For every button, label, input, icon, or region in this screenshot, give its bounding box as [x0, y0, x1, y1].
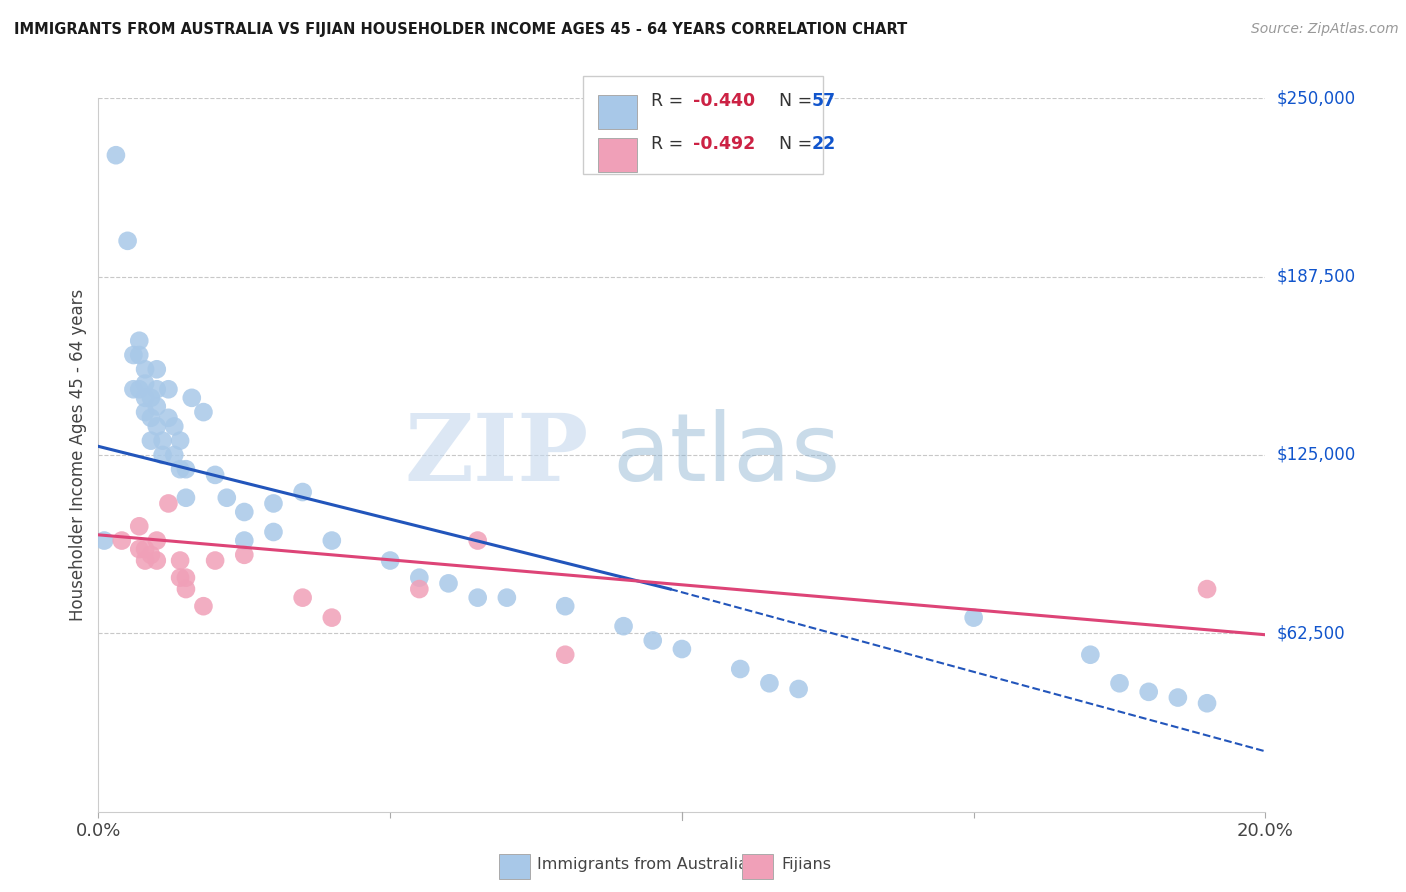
Text: atlas: atlas	[612, 409, 841, 501]
Point	[157, 496, 180, 510]
Point	[134, 376, 156, 391]
Point	[128, 542, 150, 557]
Point	[139, 434, 162, 448]
Point	[146, 382, 169, 396]
Point	[262, 496, 284, 510]
Point	[758, 676, 780, 690]
Point	[233, 505, 256, 519]
Point	[134, 362, 156, 376]
Point	[962, 610, 984, 624]
Text: ZIP: ZIP	[405, 410, 589, 500]
Point	[146, 362, 169, 376]
Point	[146, 553, 169, 567]
Point	[128, 382, 150, 396]
Point	[408, 571, 430, 585]
Point	[1167, 690, 1189, 705]
Point	[204, 553, 226, 567]
Point	[111, 533, 134, 548]
Point	[612, 619, 634, 633]
Point	[157, 382, 180, 396]
Text: Immigrants from Australia: Immigrants from Australia	[537, 857, 748, 871]
Point	[163, 448, 186, 462]
Point	[408, 582, 430, 596]
Point	[139, 391, 162, 405]
Point	[169, 553, 191, 567]
Point	[467, 591, 489, 605]
Point	[174, 582, 197, 596]
Point	[262, 524, 284, 539]
Text: Fijians: Fijians	[782, 857, 832, 871]
Text: R =: R =	[651, 135, 689, 153]
Text: $187,500: $187,500	[1277, 268, 1355, 285]
Point	[134, 391, 156, 405]
Point	[122, 348, 145, 362]
Point	[139, 410, 162, 425]
Point	[169, 462, 191, 476]
Point	[134, 542, 156, 557]
Text: $125,000: $125,000	[1277, 446, 1355, 464]
Text: N =: N =	[768, 92, 817, 110]
Point	[321, 610, 343, 624]
Point	[554, 599, 576, 614]
Point	[321, 533, 343, 548]
Point	[169, 571, 191, 585]
Point	[174, 462, 197, 476]
Point	[174, 491, 197, 505]
Point	[128, 348, 150, 362]
Point	[128, 519, 150, 533]
Point	[1137, 685, 1160, 699]
Text: IMMIGRANTS FROM AUSTRALIA VS FIJIAN HOUSEHOLDER INCOME AGES 45 - 64 YEARS CORREL: IMMIGRANTS FROM AUSTRALIA VS FIJIAN HOUS…	[14, 22, 907, 37]
Point	[122, 382, 145, 396]
Point	[193, 405, 215, 419]
Point	[437, 576, 460, 591]
Point	[174, 571, 197, 585]
Point	[146, 533, 169, 548]
Text: $250,000: $250,000	[1277, 89, 1355, 107]
Point	[128, 334, 150, 348]
Point	[467, 533, 489, 548]
Text: 57: 57	[811, 92, 835, 110]
Point	[1080, 648, 1102, 662]
Point	[204, 467, 226, 482]
Point	[215, 491, 238, 505]
Point	[146, 419, 169, 434]
Point	[1195, 582, 1218, 596]
Text: -0.440: -0.440	[693, 92, 755, 110]
Point	[180, 391, 202, 405]
Point	[104, 148, 127, 162]
Point	[233, 533, 256, 548]
Text: 22: 22	[811, 135, 835, 153]
Point	[641, 633, 664, 648]
Text: N =: N =	[768, 135, 817, 153]
Point	[1108, 676, 1130, 690]
Point	[152, 448, 174, 462]
Point	[291, 591, 314, 605]
Point	[1195, 696, 1218, 710]
Point	[728, 662, 751, 676]
Text: -0.492: -0.492	[693, 135, 755, 153]
Point	[134, 405, 156, 419]
Text: Source: ZipAtlas.com: Source: ZipAtlas.com	[1251, 22, 1399, 37]
Y-axis label: Householder Income Ages 45 - 64 years: Householder Income Ages 45 - 64 years	[69, 289, 87, 621]
Text: $62,500: $62,500	[1277, 624, 1346, 642]
Point	[163, 419, 186, 434]
Point	[169, 434, 191, 448]
Point	[495, 591, 517, 605]
Point	[139, 548, 162, 562]
Point	[93, 533, 115, 548]
Point	[193, 599, 215, 614]
Point	[671, 642, 693, 657]
Text: R =: R =	[651, 92, 689, 110]
Point	[787, 681, 810, 696]
Point	[152, 434, 174, 448]
Point	[157, 410, 180, 425]
Point	[146, 400, 169, 414]
Point	[378, 553, 402, 567]
Point	[134, 553, 156, 567]
Point	[291, 485, 314, 500]
Point	[233, 548, 256, 562]
Point	[554, 648, 576, 662]
Point	[117, 234, 139, 248]
